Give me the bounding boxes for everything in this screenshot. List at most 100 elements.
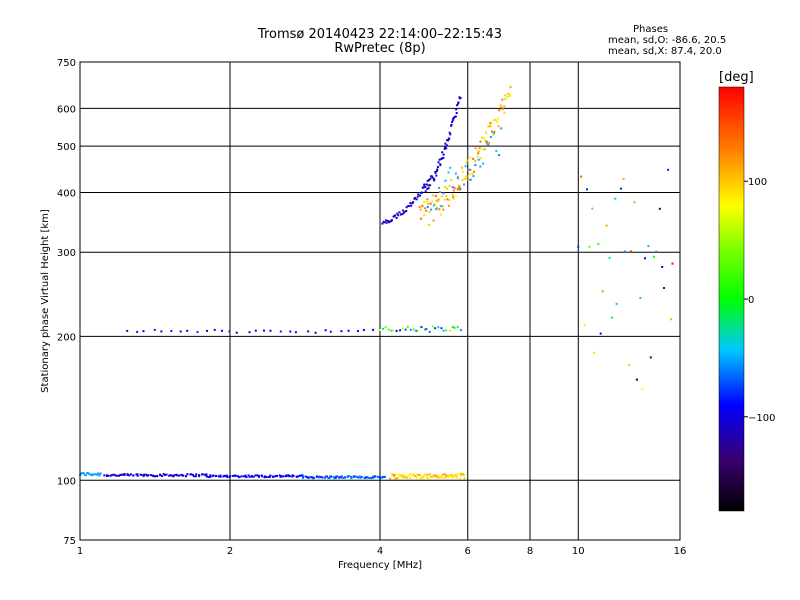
data-point <box>401 327 404 330</box>
data-point <box>228 330 231 333</box>
data-point <box>417 329 420 332</box>
x-tick-label: 10 <box>572 546 585 557</box>
data-point <box>605 224 608 227</box>
data-point <box>405 210 408 212</box>
data-point <box>438 187 440 189</box>
data-point <box>448 473 451 476</box>
data-point <box>294 331 297 334</box>
data-point <box>504 97 507 100</box>
data-point <box>122 473 124 476</box>
data-point <box>425 183 428 186</box>
data-point <box>487 125 490 128</box>
data-point <box>408 473 411 476</box>
data-point <box>623 250 626 253</box>
data-point <box>448 131 451 134</box>
colorbar-ticks: 100 0 −100 <box>744 177 775 424</box>
data-point <box>436 474 439 477</box>
data-point <box>170 330 173 332</box>
data-point <box>99 472 102 475</box>
data-point <box>299 474 301 477</box>
data-point <box>428 223 430 226</box>
data-point <box>302 476 304 479</box>
data-point <box>441 473 444 476</box>
stats-x-mode: mean, sd,X: 87.4, 20.0 <box>608 46 722 57</box>
data-point <box>323 476 326 479</box>
data-point <box>109 474 112 477</box>
data-point <box>427 187 430 190</box>
data-point <box>346 475 349 478</box>
data-point <box>329 330 332 333</box>
data-point <box>628 364 631 366</box>
data-point <box>90 473 93 476</box>
data-point <box>352 475 355 478</box>
data-point <box>372 328 375 331</box>
data-point <box>407 205 410 208</box>
data-point <box>447 204 450 207</box>
data-point <box>355 475 358 478</box>
data-point <box>410 474 413 477</box>
data-point <box>481 148 484 151</box>
data-point <box>142 330 145 333</box>
x-tick-label: 6 <box>465 546 471 557</box>
data-point <box>420 191 423 194</box>
data-point <box>112 473 115 476</box>
data-point <box>663 287 665 289</box>
data-point <box>427 202 430 205</box>
data-point <box>316 475 318 478</box>
colorbar-tick-label: −100 <box>748 413 775 424</box>
data-point <box>451 325 454 328</box>
data-point <box>334 476 337 479</box>
data-point <box>160 330 163 333</box>
data-point <box>385 221 388 224</box>
data-point <box>139 473 142 476</box>
data-point <box>432 204 435 207</box>
data-point <box>129 473 132 476</box>
data-point <box>398 475 401 478</box>
data-point <box>503 105 506 108</box>
data-point <box>479 165 482 168</box>
data-point <box>128 474 131 477</box>
data-point <box>501 98 504 101</box>
data-point <box>272 476 275 478</box>
x-tick-label: 16 <box>674 546 687 557</box>
y-tick-label: 200 <box>57 332 76 343</box>
data-point <box>292 474 295 477</box>
data-points <box>79 86 674 480</box>
data-point <box>424 190 427 193</box>
data-point <box>205 475 208 478</box>
colorbar-tick-label: 100 <box>748 177 767 188</box>
x-tick-label: 4 <box>377 546 383 557</box>
data-point <box>397 214 400 217</box>
data-point <box>153 475 156 478</box>
data-point <box>418 206 421 208</box>
data-point <box>445 144 448 147</box>
data-point <box>164 474 166 476</box>
data-point <box>330 475 333 478</box>
data-point <box>372 476 375 479</box>
data-point <box>159 474 162 477</box>
data-point <box>436 166 439 168</box>
data-point <box>425 328 428 331</box>
data-point <box>289 330 292 333</box>
data-point <box>340 475 343 478</box>
data-point <box>115 474 118 477</box>
data-point <box>467 179 470 181</box>
data-point <box>348 475 351 478</box>
data-point <box>248 331 251 334</box>
data-point <box>477 150 480 153</box>
data-point <box>419 208 422 211</box>
data-point <box>409 477 412 480</box>
data-point <box>658 207 661 210</box>
data-point <box>481 136 484 139</box>
data-point <box>256 474 259 477</box>
data-point <box>442 208 445 211</box>
data-point <box>234 474 237 477</box>
data-point <box>479 140 482 143</box>
data-point <box>450 474 453 477</box>
data-point <box>489 125 492 128</box>
data-point <box>394 214 397 217</box>
data-point <box>185 475 188 477</box>
data-point <box>304 475 307 478</box>
data-point <box>445 187 448 190</box>
data-point <box>383 475 386 478</box>
